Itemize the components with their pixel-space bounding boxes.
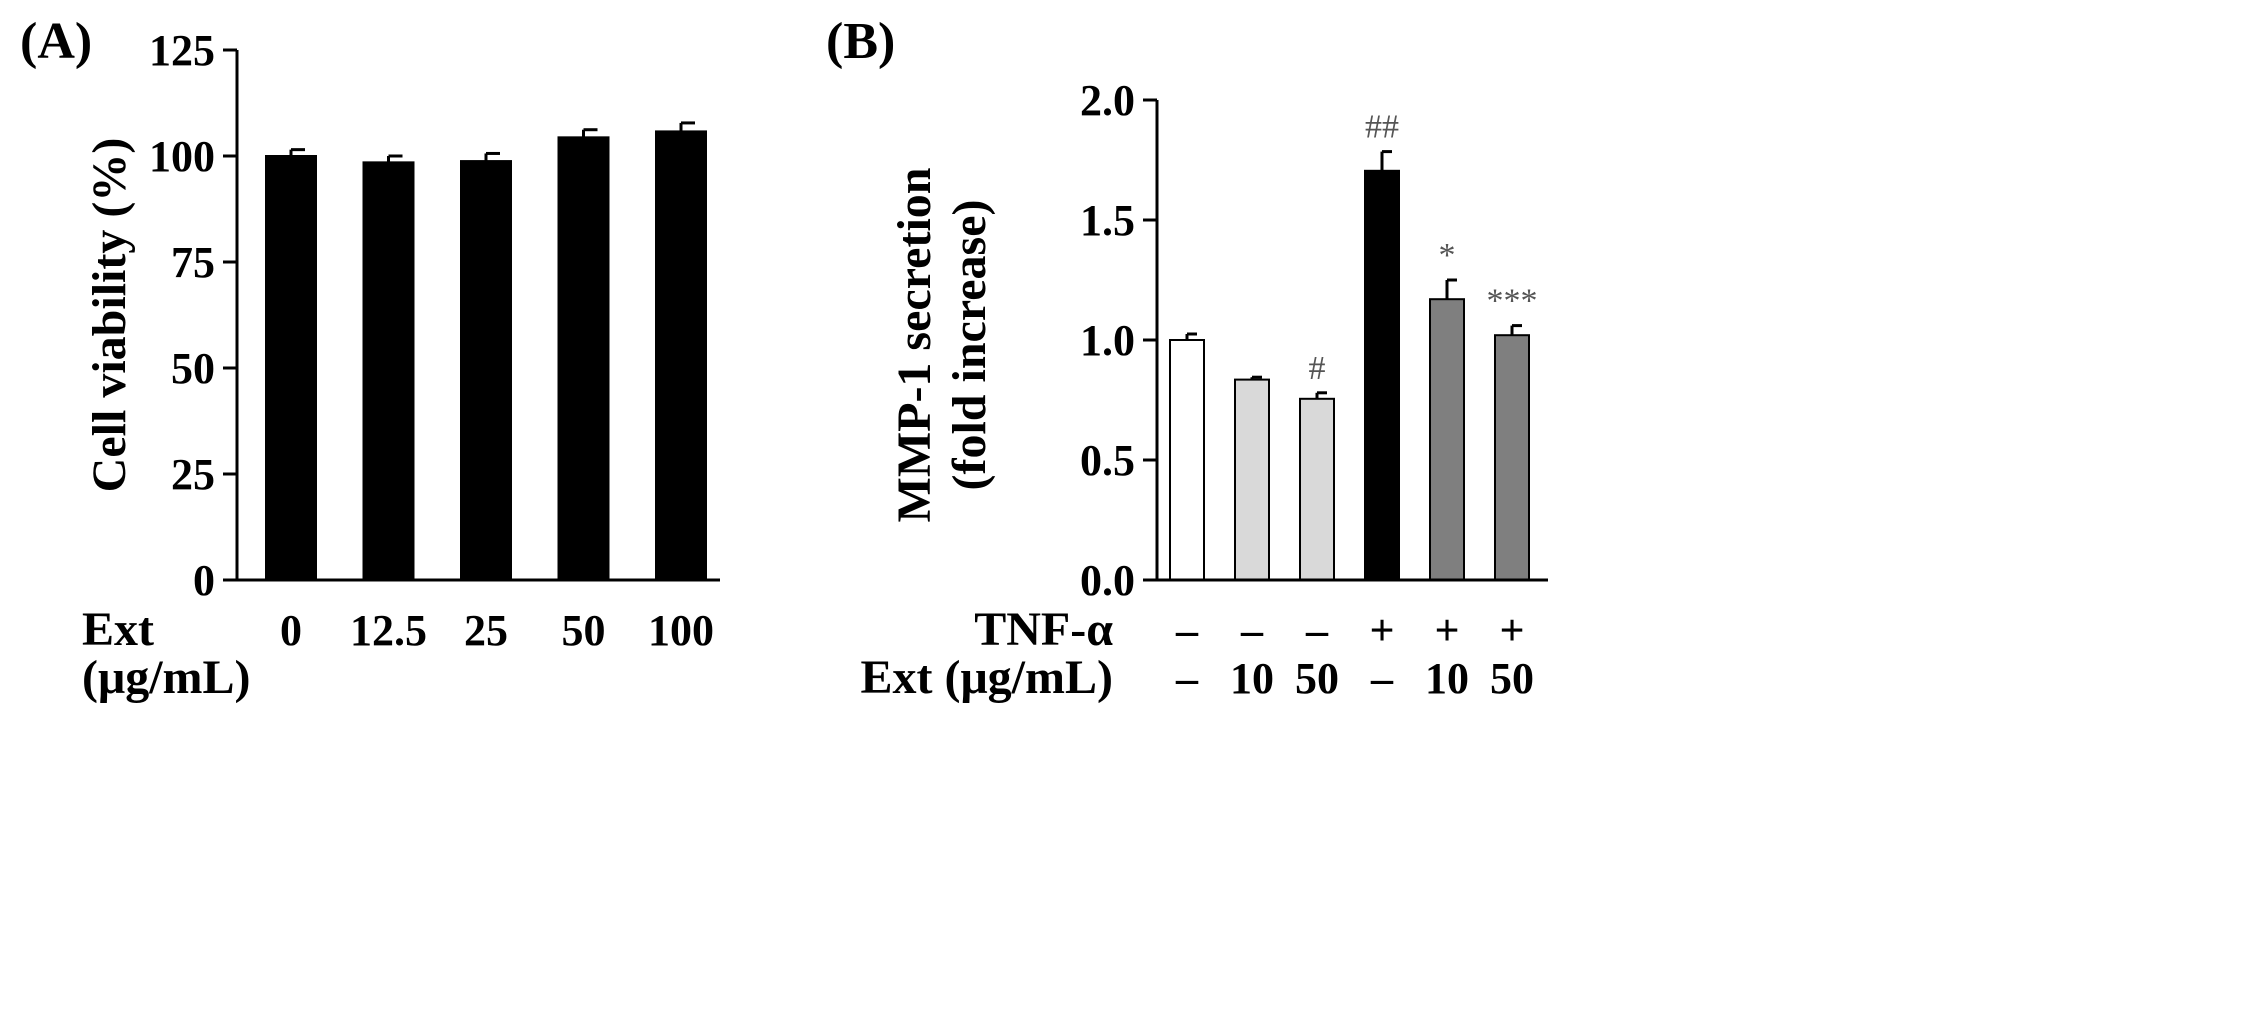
y-axis-title-a: Cell viability (%) xyxy=(83,138,136,493)
x-tick-labels-a: 0 12.5 25 50 100 xyxy=(280,606,714,655)
tnf-value-1: – xyxy=(1240,606,1264,655)
bar-b-0 xyxy=(1169,339,1205,581)
y-tick-label-a-3: 75 xyxy=(171,238,215,287)
y-tick-label-b-3: 1.5 xyxy=(1080,196,1135,245)
ext-value-0: – xyxy=(1175,654,1199,703)
y-tick-label-a-2: 50 xyxy=(171,344,215,393)
x-row-label-a-line1: Ext xyxy=(82,603,154,656)
significance-b-2: # xyxy=(1309,350,1326,387)
row-label-tnf: TNF-α xyxy=(974,603,1113,656)
bar-a-2 xyxy=(460,160,512,581)
y-tick-label-a-4: 100 xyxy=(149,132,215,181)
y-tick-label-b-2: 1.0 xyxy=(1080,316,1135,365)
panel-label-b: (B) xyxy=(826,13,895,70)
tnf-value-2: – xyxy=(1305,606,1329,655)
bar-b-2 xyxy=(1299,397,1335,581)
chart-a: (A) 0 25 50 75 100 125 Cell viability (%) Ext… xyxy=(20,13,720,704)
bar-a-0 xyxy=(265,155,317,581)
y-axis-title-b-line2: (fold increase) xyxy=(943,199,996,490)
y-tick-label-b-1: 0.5 xyxy=(1080,436,1135,485)
tnf-value-0: – xyxy=(1175,606,1199,655)
tnf-value-4: + xyxy=(1434,606,1459,655)
ext-value-1: 10 xyxy=(1230,654,1274,703)
bar-b-4 xyxy=(1429,298,1465,581)
bar-a-1 xyxy=(362,161,415,582)
y-axis-ticks-a: 0 25 50 75 100 125 xyxy=(149,26,237,605)
chart-b: (B) 0.00.51.01.52.0 ###**** MMP-1 secret… xyxy=(826,13,1548,704)
x-tick-label-a-2: 25 xyxy=(464,606,508,655)
tnf-value-3: + xyxy=(1369,606,1394,655)
x-tick-label-a-1: 12.5 xyxy=(350,606,427,655)
bars-a xyxy=(265,121,707,582)
bar-b-3 xyxy=(1364,169,1400,582)
significance-marks-b: ###**** xyxy=(1309,109,1538,387)
bar-b-1 xyxy=(1234,378,1270,581)
significance-b-3: ## xyxy=(1365,109,1399,146)
bar-b-5 xyxy=(1494,334,1530,582)
tnf-value-5: + xyxy=(1499,606,1524,655)
significance-b-5: *** xyxy=(1487,283,1538,320)
ext-value-5: 50 xyxy=(1490,654,1534,703)
y-tick-label-a-1: 25 xyxy=(171,450,215,499)
bar-a-4 xyxy=(655,130,707,582)
y-tick-label-a-0: 0 xyxy=(193,556,215,605)
x-tick-label-a-3: 50 xyxy=(562,606,606,655)
row-values-tnf: – – – + + + xyxy=(1175,606,1525,655)
panel-label-a: (A) xyxy=(20,13,92,70)
row-label-ext: Ext (μg/mL) xyxy=(860,651,1113,704)
y-axis-title-b-line1: MMP-1 secretion xyxy=(888,168,941,523)
significance-b-4: * xyxy=(1439,237,1456,274)
bar-a-3 xyxy=(557,136,610,581)
row-values-ext: –10 50–10 50 xyxy=(1175,654,1534,703)
y-tick-label-a-5: 125 xyxy=(149,26,215,75)
bars-b xyxy=(1169,150,1530,582)
x-tick-label-a-4: 100 xyxy=(648,606,714,655)
y-tick-label-b-0: 0.0 xyxy=(1080,556,1135,605)
x-row-label-a-line2: (μg/mL) xyxy=(82,651,251,704)
ext-value-4: 10 xyxy=(1425,654,1469,703)
y-axis-ticks-b: 0.0 0.5 1.0 1.5 2.0 xyxy=(1080,76,1157,605)
x-tick-label-a-0: 0 xyxy=(280,606,302,655)
ext-value-3: – xyxy=(1370,654,1394,703)
ext-value-2: 50 xyxy=(1295,654,1339,703)
y-tick-label-b-4: 2.0 xyxy=(1080,76,1135,125)
